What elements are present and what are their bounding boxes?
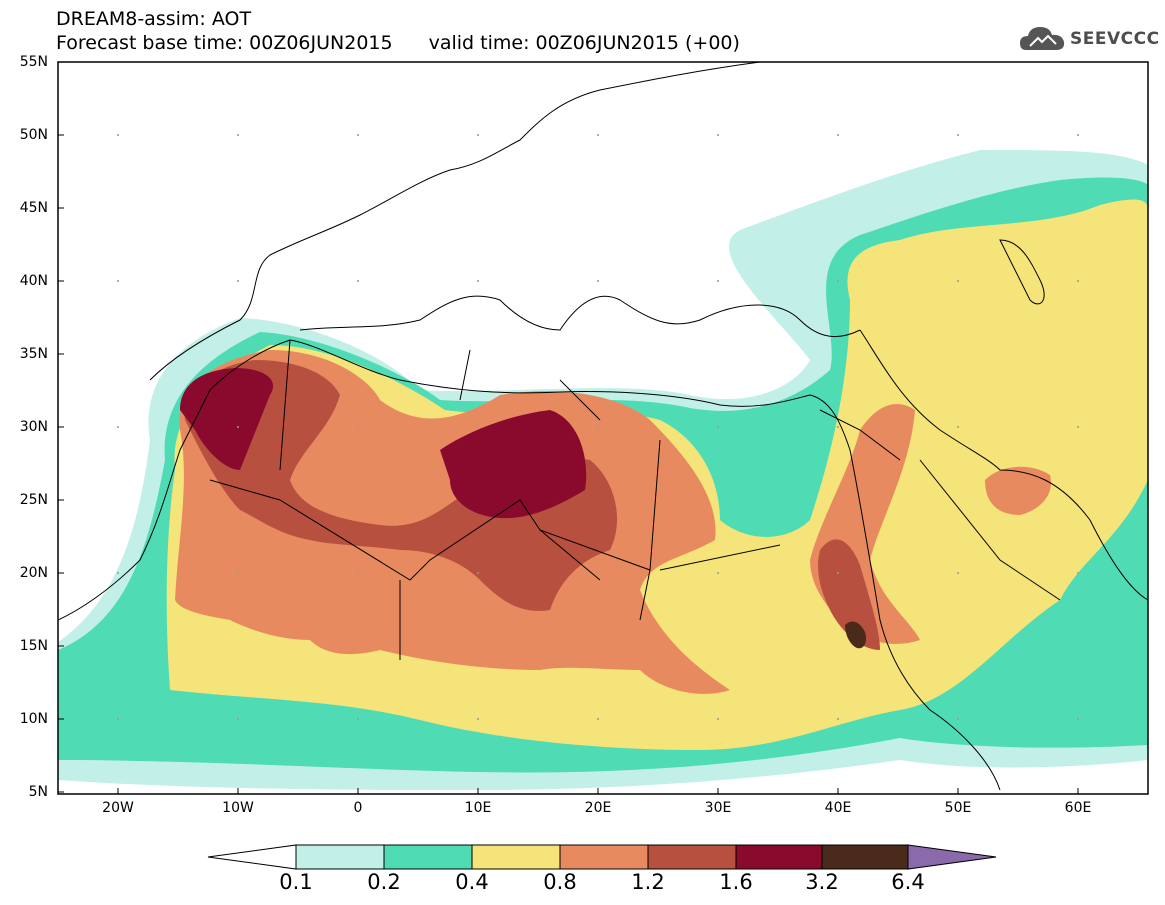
lon-label-0: 0 xyxy=(353,800,363,816)
lat-label-50n: 50N xyxy=(19,127,48,143)
cloud-icon xyxy=(1020,27,1065,50)
colorbar-label-1-6: 1.6 xyxy=(719,870,753,894)
lon-label-20e: 20E xyxy=(584,800,612,816)
lon-label-40e: 40E xyxy=(824,800,852,816)
lon-label-10w: 10W xyxy=(222,800,254,816)
logo-text: SEEVCCC xyxy=(1070,29,1160,49)
lat-label-40n: 40N xyxy=(19,273,48,289)
lat-label-5n: 5N xyxy=(28,784,48,800)
lon-label-50e: 50E xyxy=(944,800,972,816)
map-frame xyxy=(57,61,1149,795)
map-title: DREAM8-assim: AOT xyxy=(56,8,252,30)
europe-coastline xyxy=(149,62,861,381)
lat-label-45n: 45N xyxy=(19,200,48,216)
axis-ticks xyxy=(58,61,1079,794)
africa-coastline xyxy=(58,339,1001,791)
aot-map xyxy=(57,61,1149,795)
lon-label-60e: 60E xyxy=(1064,800,1092,816)
seevccc-logo: SEEVCCC xyxy=(1018,22,1160,56)
colorbar-label-1-2: 1.2 xyxy=(631,870,665,894)
colorbar-label-0-1: 0.1 xyxy=(279,870,313,894)
lat-label-35n: 35N xyxy=(19,346,48,362)
lat-label-25n: 25N xyxy=(19,492,48,508)
colorbar-label-0-4: 0.4 xyxy=(455,870,489,894)
colorbar-label-6-4: 6.4 xyxy=(891,870,925,894)
base-time: Forecast base time: 00Z06JUN2015 xyxy=(56,32,393,54)
lat-label-10n: 10N xyxy=(19,711,48,727)
lat-label-30n: 30N xyxy=(19,419,48,435)
lon-label-10e: 10E xyxy=(464,800,492,816)
colorbar-label-0-8: 0.8 xyxy=(543,870,577,894)
arabia-coastline xyxy=(859,329,1148,601)
valid-time: valid time: 00Z06JUN2015 (+00) xyxy=(428,32,740,54)
lon-label-20w: 20W xyxy=(102,800,134,816)
aot-band-16 xyxy=(180,368,587,519)
forecast-times: Forecast base time: 00Z06JUN2015 valid ti… xyxy=(56,32,740,54)
lon-label-30e: 30E xyxy=(704,800,732,816)
lat-label-20n: 20N xyxy=(19,565,48,581)
aot-band-32 xyxy=(845,621,867,649)
country-borders xyxy=(209,339,1061,660)
colorbar-label-3-2: 3.2 xyxy=(805,870,839,894)
lat-label-15n: 15N xyxy=(19,638,48,654)
caspian-coastline xyxy=(999,239,1045,305)
colorbar-label-0-2: 0.2 xyxy=(367,870,401,894)
lat-label-55n: 55N xyxy=(19,54,48,70)
